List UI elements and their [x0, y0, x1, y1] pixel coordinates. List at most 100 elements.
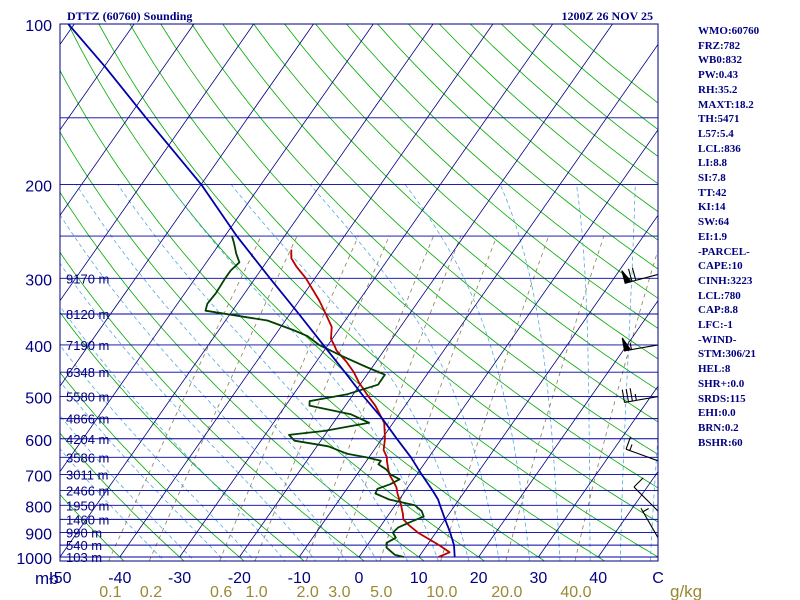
height-label: 5580 m — [66, 390, 109, 405]
mixing-ratio-tick-label: 0.2 — [140, 584, 162, 600]
moist-adiabat — [60, 305, 286, 561]
mixing-ratio-tick-label: 0.6 — [210, 584, 232, 600]
moist-adiabat — [619, 184, 636, 561]
dewpoint-profile — [204, 235, 425, 558]
moist-adiabat — [576, 184, 591, 561]
wind-barb — [633, 477, 659, 512]
dry-adiabat — [60, 311, 305, 561]
isotherm — [418, 214, 658, 558]
temperature-tick-label: -10 — [288, 570, 311, 587]
isotherm — [179, 24, 554, 558]
isotherm — [60, 24, 255, 302]
temperature-tick-label: 0 — [355, 570, 364, 587]
sounding-index: WB0:832 — [698, 54, 742, 67]
sounding-index: WMO:60760 — [698, 25, 760, 37]
pressure-tick-label: 800 — [25, 499, 52, 516]
mixing-ratio-tick-label: 20.0 — [491, 584, 522, 600]
sounding-indices-list: WMO:60760 FRZ:782 WB0:832 PW:0.43 RH:35.2 MAX… — [698, 24, 798, 450]
pressure-tick-label: 600 — [25, 433, 52, 450]
sounding-index: CAP:8.8 — [698, 304, 739, 317]
dry-adiabat — [60, 432, 185, 561]
height-label: 4204 m — [66, 432, 109, 447]
pressure-tick-label: 900 — [25, 527, 52, 544]
isotherm — [239, 24, 613, 558]
mixing-ratio-line — [337, 235, 462, 561]
height-label: 6348 m — [66, 365, 109, 380]
temperature-tick-label: -40 — [108, 570, 131, 587]
moist-adiabat — [650, 431, 658, 561]
moist-adiabat — [75, 184, 378, 561]
temperature-tick-label: -20 — [228, 570, 251, 587]
sounding-index: HEL:8 — [698, 363, 731, 376]
sounding-index: BSHR:60 — [698, 436, 743, 449]
dry-adiabat — [60, 494, 125, 561]
wind-barb — [621, 388, 659, 403]
height-label: 3011 m — [66, 467, 108, 482]
height-label: 2466 m — [66, 483, 109, 498]
sounding-index: FRZ:782 — [698, 39, 741, 52]
moist-adiabat — [404, 184, 531, 561]
temperature-tick-label: -50 — [48, 570, 71, 587]
pressure-tick-label: 400 — [25, 339, 52, 356]
moist-adiabat — [60, 214, 347, 561]
isotherm — [60, 24, 195, 216]
mixing-ratio-tick-label: 40.0 — [560, 584, 591, 600]
wind-barb — [621, 267, 659, 284]
isotherm — [538, 385, 658, 558]
isotherm — [119, 24, 494, 558]
chart-title: DTTZ (60760) Sounding — [67, 9, 192, 23]
sounding-index: EHI:0.0 — [698, 407, 736, 420]
wind-barb — [625, 436, 659, 462]
sounding-index: SI:7.8 — [698, 172, 726, 185]
sounding-index: BRN:0.2 — [698, 421, 739, 434]
isotherm — [478, 300, 658, 558]
temperature-tick-label: C — [652, 570, 664, 587]
isotherm — [298, 43, 658, 558]
height-label: 9170 m — [66, 271, 109, 286]
temperature-tick-label: -30 — [168, 570, 191, 587]
moist-adiabat — [499, 184, 561, 561]
sounding-index: -WIND- — [698, 333, 737, 346]
sounding-index: LFC:-1 — [698, 319, 733, 332]
sounding-index: -PARCEL- — [698, 245, 750, 258]
sounding-index: SRDS:115 — [698, 392, 746, 405]
sounding-index: MAXT:18.2 — [698, 98, 754, 111]
height-label: 7190 m — [66, 338, 109, 353]
isotherm — [60, 24, 314, 387]
temperature-profile — [290, 249, 451, 558]
temperature-tick-label: 30 — [530, 570, 548, 587]
temperature-tick-label: 40 — [589, 570, 607, 587]
height-label: 4866 m — [66, 412, 109, 427]
plot-frame — [59, 23, 659, 562]
pressure-tick-label: 100 — [25, 18, 52, 35]
valid-time: 1200Z 26 NOV 25 — [562, 9, 653, 23]
pressure-tick-label: 200 — [25, 178, 52, 195]
sounding-index: LI:8.8 — [698, 157, 728, 170]
wind-barb — [640, 507, 659, 538]
sounding-index: SW:64 — [698, 216, 730, 229]
y-unit-label: mb — [35, 569, 59, 588]
height-label: 1460 m — [66, 512, 109, 527]
mixing-ratio-tick-label: 5.0 — [370, 584, 392, 600]
isotherm — [60, 24, 374, 473]
pressure-tick-label: 700 — [25, 468, 52, 485]
moist-adiabat — [167, 184, 439, 561]
temperature-tick-label: 20 — [470, 570, 488, 587]
mixing-ratio-unit: g/kg — [670, 582, 702, 600]
pressure-tick-label: 500 — [25, 391, 52, 408]
sounding-index: LCL:836 — [698, 142, 741, 155]
wind-barb — [621, 337, 659, 352]
isotherm — [0, 24, 15, 557]
mixing-ratio-line — [254, 235, 390, 561]
temperature-tick-label: 10 — [410, 570, 428, 587]
mixing-ratio-tick-label: 10.0 — [426, 584, 457, 600]
parcel-path — [67, 24, 456, 558]
plot-background — [60, 24, 658, 561]
mixing-ratio-line — [379, 235, 498, 561]
height-label: 8120 m — [66, 307, 109, 322]
sounding-index: TT:42 — [698, 186, 727, 199]
mixing-ratio-tick-label: 2.0 — [297, 584, 319, 600]
sounding-index: L57:5.4 — [698, 127, 734, 140]
pressure-tick-label: 300 — [25, 272, 52, 289]
